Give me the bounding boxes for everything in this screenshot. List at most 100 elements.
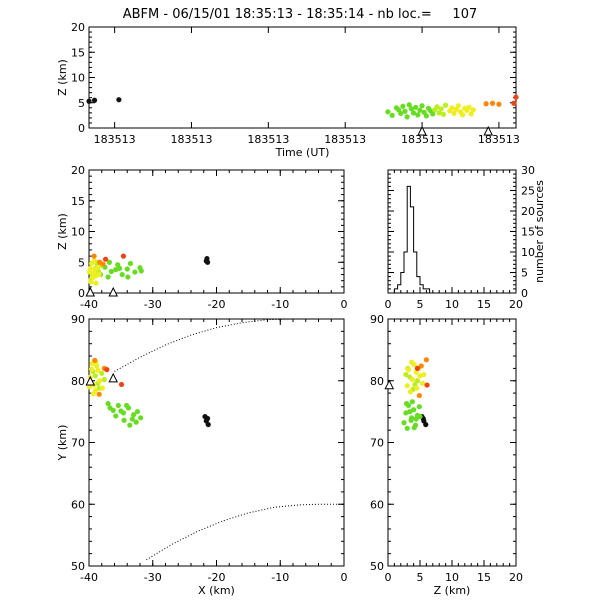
source-point [423,357,429,363]
source-point [92,373,98,379]
source-point [102,256,109,262]
y-tick-label: 20 [71,21,85,34]
y-tick-label: 5 [78,97,85,110]
source-point [86,98,92,104]
source-point [100,261,106,267]
panel-x_z: -40 -30 -20 -10 0 0 5 10 15 20 Z (km) [56,164,348,311]
x-tick-label: -20 [208,571,226,584]
source-point [204,415,211,422]
y-tick-label: 60 [370,498,384,511]
source-point [511,100,517,106]
source-point [416,404,422,410]
x-tick-label: 20 [509,571,523,584]
source-point [402,108,408,114]
source-point [87,269,93,275]
x-tick-label: -20 [208,298,226,311]
source-point [91,258,97,264]
y-tick-label: 5 [521,267,528,280]
source-point [90,391,97,397]
source-point [106,259,112,265]
source-point [389,112,395,118]
source-point [424,382,430,388]
source-point [96,391,102,397]
source-point [414,385,420,391]
source-point [449,105,455,111]
y-tick-label: 30 [521,164,535,177]
source-point [120,253,127,259]
station-triangle [108,372,119,383]
x-axis-label: Z (km) [434,584,471,597]
source-point [99,385,105,391]
panel-time_z: 183513 183513 183513 183513 183513 183513 0 5 10… [56,21,520,159]
source-point [95,367,101,373]
station-triangle [417,125,427,136]
source-point [105,400,111,407]
source-point [91,253,97,259]
x-tick-label: 10 [445,571,459,584]
source-point [415,112,421,118]
source-point [404,383,410,389]
source-point [204,259,211,265]
histogram-outline [393,185,516,294]
x-tick-label: 183513 [94,133,136,146]
source-point [108,268,114,275]
y-tick-label: 70 [71,437,85,450]
source-point [107,405,113,411]
source-point [409,415,415,421]
source-point [410,110,417,116]
source-point [131,412,137,418]
y-tick-label: 90 [370,313,384,326]
source-point [417,107,423,113]
y-tick-label: 5 [78,256,85,269]
source-point [496,101,502,107]
source-point [385,109,391,115]
x-tick-label: 183513 [170,133,212,146]
source-point [129,416,135,422]
source-point [124,402,130,409]
source-point [419,103,425,109]
source-point [133,419,139,425]
source-point [119,271,125,278]
source-point [407,389,413,395]
x-tick-label: 0 [385,298,392,311]
x-tick-label: 5 [417,571,424,584]
source-point [88,279,94,285]
source-point [104,367,110,373]
x-tick-label: -30 [144,298,162,311]
y-tick-label: 50 [71,560,85,573]
range-ring [114,318,294,372]
source-point [132,269,138,275]
source-point [418,363,424,369]
source-point [127,260,134,267]
x-tick-label: 0 [341,571,348,584]
source-point [483,101,489,107]
x-tick-label: 183513 [401,133,443,146]
x-axis-label: Time (UT) [275,146,330,159]
source-point [413,104,419,110]
source-point [138,415,144,421]
source-point [513,94,519,100]
source-point [101,376,107,383]
y-axis-label: Z (km) [56,59,69,96]
y-tick-label: 10 [521,246,535,259]
x-axis-label: X (km) [198,584,235,597]
source-point [468,111,474,117]
source-point [407,409,413,415]
y-tick-label: 15 [71,195,85,208]
y-axis-label: Z (km) [56,213,69,250]
source-point [121,417,127,423]
x-tick-label: 0 [385,571,392,584]
source-point [117,265,123,271]
source-point [105,274,111,280]
source-point [408,106,414,112]
source-point [417,413,423,420]
source-point [404,114,410,120]
y-tick-label: 20 [71,164,85,177]
source-point [438,106,444,112]
source-point [436,110,442,116]
source-point [125,274,131,280]
x-tick-label: 183513 [247,133,289,146]
source-point [115,402,121,409]
y-tick-label: 20 [521,205,535,218]
